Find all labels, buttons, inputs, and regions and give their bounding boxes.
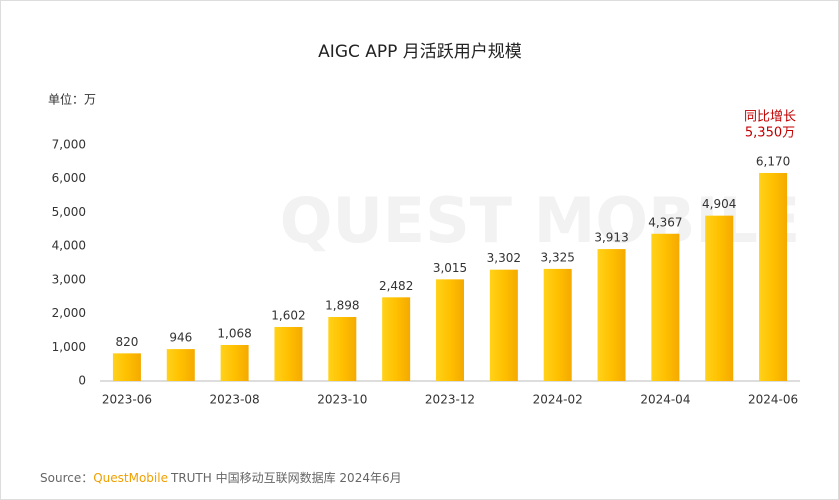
y-tick-label: 7,000 [52, 138, 86, 152]
bar [328, 317, 357, 381]
value-label: 3,015 [433, 261, 467, 275]
source-text: TRUTH 中国移动互联网数据库 2024年6月 [170, 470, 402, 485]
x-tick-label: 2023-08 [210, 393, 260, 407]
bar [651, 233, 680, 381]
x-tick-label: 2023-10 [317, 393, 367, 407]
value-label: 3,302 [487, 251, 521, 265]
x-tick-label: 2023-06 [102, 393, 152, 407]
x-tick-label: 2024-06 [748, 393, 798, 407]
x-tick-label: 2023-12 [425, 393, 475, 407]
chart-title: AIGC APP 月活跃用户规模 [318, 42, 522, 62]
y-tick-label: 6,000 [52, 171, 86, 185]
bar [543, 268, 572, 381]
bar [489, 269, 518, 381]
bar [597, 249, 626, 381]
source-brand: QuestMobile [93, 471, 168, 485]
bar [436, 279, 464, 381]
value-label: 2,482 [379, 279, 413, 293]
bar [759, 172, 788, 381]
annotation: 同比增长 [744, 110, 796, 125]
y-tick-label: 3,000 [52, 272, 86, 286]
value-label: 4,904 [702, 197, 736, 211]
y-tick-label: 1,000 [52, 340, 86, 354]
y-tick-label: 5,000 [52, 205, 86, 219]
value-label: 946 [169, 331, 192, 345]
bar [705, 215, 734, 381]
bar [166, 349, 195, 381]
bar [274, 326, 303, 381]
annotation: 5,350万 [745, 126, 795, 141]
y-tick-label: 0 [78, 374, 86, 388]
bar [112, 353, 141, 381]
unit-label: 单位：万 [48, 92, 96, 107]
value-label: 6,170 [756, 154, 790, 168]
value-label: 1,898 [325, 299, 359, 313]
value-label: 1,068 [217, 326, 251, 340]
value-label: 3,325 [541, 250, 575, 264]
y-tick-label: 4,000 [52, 239, 86, 253]
bar [220, 344, 249, 381]
x-tick-label: 2024-04 [640, 393, 690, 407]
y-tick-label: 2,000 [52, 306, 86, 320]
source-prefix: Source： [40, 471, 93, 485]
value-label: 820 [115, 335, 138, 349]
value-label: 4,367 [648, 215, 682, 229]
value-label: 3,913 [594, 231, 628, 245]
source: Source：QuestMobile TRUTH 中国移动互联网数据库 2024年… [40, 470, 402, 485]
x-tick-label: 2024-02 [533, 393, 583, 407]
value-label: 1,602 [271, 308, 305, 322]
bar [382, 297, 411, 381]
